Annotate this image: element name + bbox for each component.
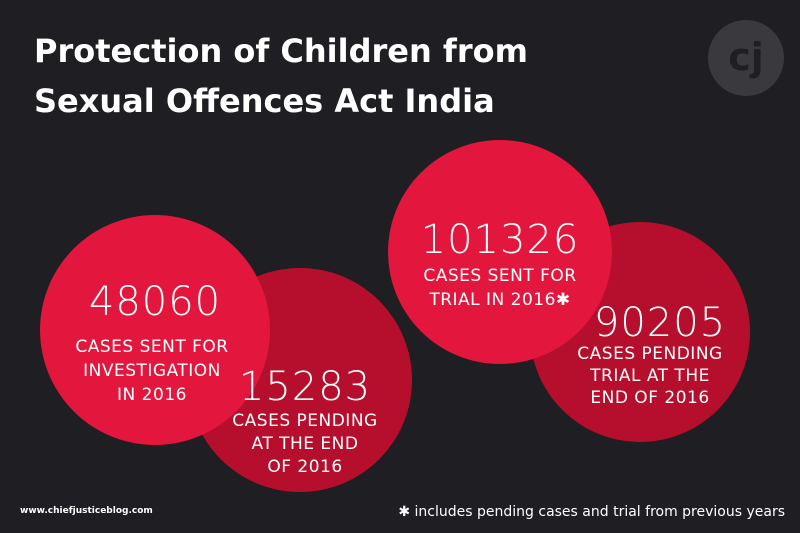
- stat-label: CASES PENDING: [577, 344, 722, 364]
- stat-number: 101326: [421, 217, 580, 263]
- stat-label: TRIAL IN 2016✱: [428, 290, 570, 310]
- stat-label: CASES SENT FOR: [75, 337, 228, 357]
- title-line: Protection of Children from: [34, 32, 528, 70]
- stat-number: 48060: [89, 279, 221, 325]
- stat-number: 90205: [594, 300, 726, 346]
- stat-label: IN 2016: [117, 385, 187, 405]
- logo-circle: [708, 20, 784, 96]
- stat-circle: [388, 140, 612, 364]
- stat-circle: [40, 215, 270, 445]
- stat-label: TRIAL AT THE: [589, 366, 710, 386]
- stat-label: CASES SENT FOR: [423, 266, 576, 286]
- title-line: Sexual Offences Act India: [34, 82, 495, 120]
- website: www.chiefjusticeblog.com: [20, 506, 153, 516]
- stat-label: OF 2016: [267, 457, 342, 477]
- footnote: ✱ includes pending cases and trial from …: [398, 504, 785, 520]
- stat-label: INVESTIGATION: [83, 361, 221, 381]
- stat-number: 15283: [239, 364, 371, 410]
- stat-label: END OF 2016: [590, 388, 709, 408]
- logo: cj: [728, 35, 764, 79]
- stat-label: CASES PENDING: [232, 411, 377, 431]
- stat-label: AT THE END: [252, 434, 359, 454]
